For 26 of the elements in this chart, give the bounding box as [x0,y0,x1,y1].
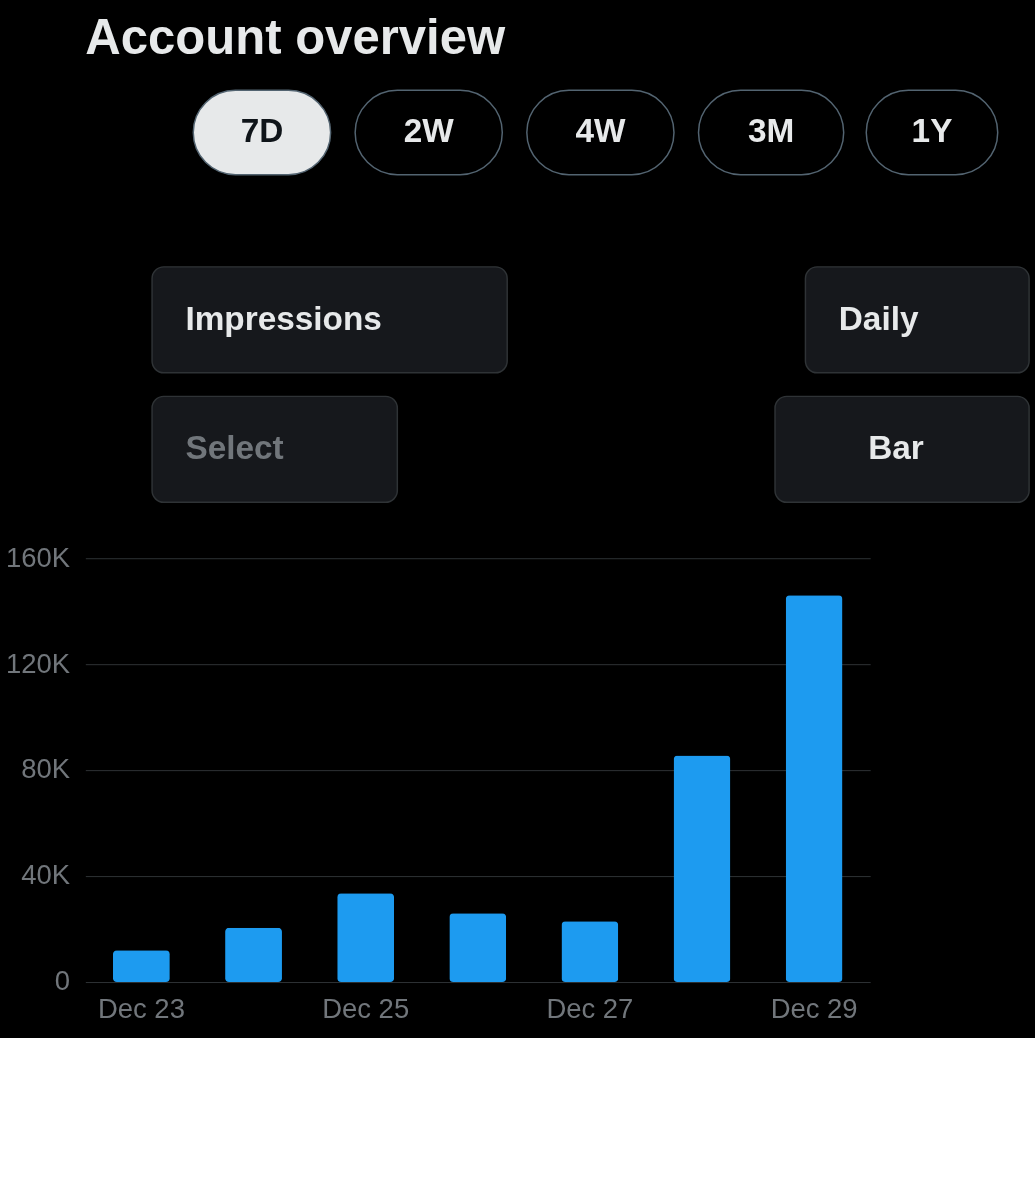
x-tick-label: Dec 27 [546,992,634,1024]
text: 1Y [911,112,953,150]
y-tick-label: 160K [6,541,71,573]
text: 2W [403,112,455,150]
x-tick-label: Dec 25 [322,992,410,1024]
text: Bar [868,429,924,467]
text: 4W [575,112,626,150]
y-tick-label: 80K [21,753,71,785]
y-tick-label: 40K [21,859,71,891]
x-tick-label: Dec 29 [770,992,858,1024]
text: Daily [838,299,919,337]
x-tick-label: Dec 23 [97,992,185,1024]
text: 3M [747,112,795,150]
bar [561,921,619,983]
y-tick-label: 0 [54,965,71,997]
bar [112,950,170,983]
bar [785,595,843,983]
bar [673,755,731,983]
y-tick-label: 120K [6,647,71,679]
text: Select [185,429,284,467]
text: Impressions [185,299,382,337]
bar [337,893,395,983]
bar [449,913,507,983]
chart-title: Account overview [85,9,506,64]
text: 7D [240,112,284,150]
bar [225,927,282,983]
